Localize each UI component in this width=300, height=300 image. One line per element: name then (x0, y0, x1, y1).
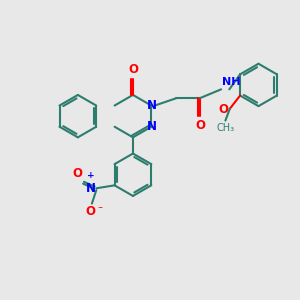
Text: O: O (218, 103, 228, 116)
Text: CH₃: CH₃ (216, 123, 235, 133)
Text: O: O (195, 119, 205, 132)
Text: N: N (147, 99, 157, 112)
Text: N: N (147, 120, 157, 133)
Text: N: N (86, 182, 96, 195)
Text: O: O (128, 63, 138, 76)
Text: NH: NH (222, 77, 240, 87)
Text: +: + (88, 171, 95, 180)
Text: O: O (73, 167, 82, 180)
Text: O: O (85, 206, 95, 218)
Text: ⁻: ⁻ (97, 206, 102, 215)
